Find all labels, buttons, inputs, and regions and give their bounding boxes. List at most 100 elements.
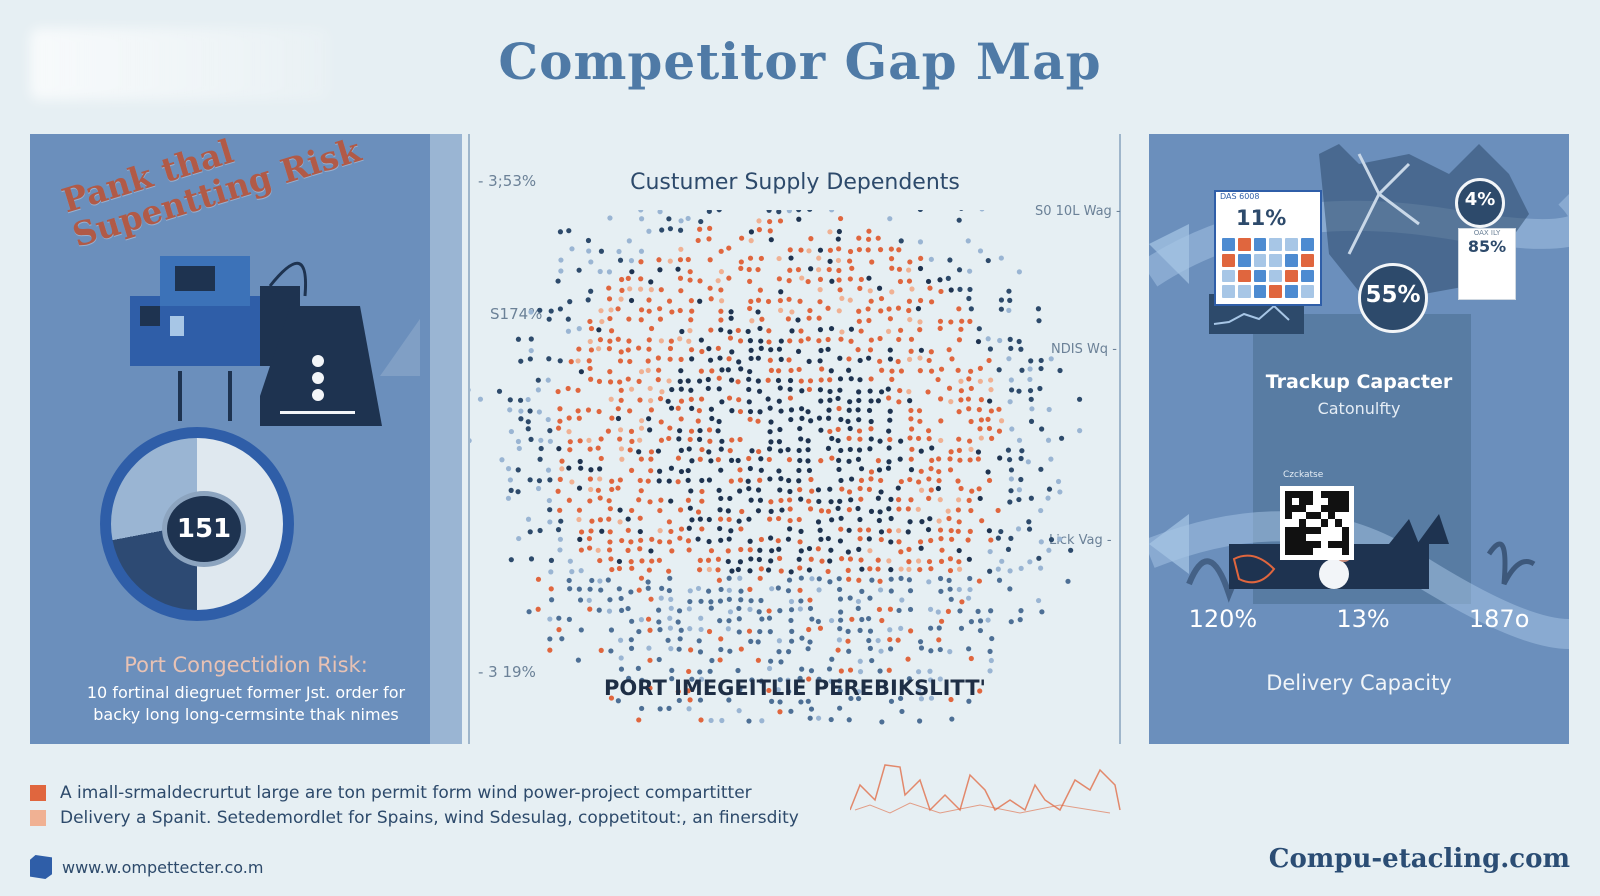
scatter-dot: [585, 407, 592, 413]
scatter-dot: [1007, 336, 1013, 342]
scatter-dot: [896, 607, 902, 614]
qr-module: [1335, 534, 1342, 541]
scatter-dot: [687, 505, 693, 511]
scatter-dot: [848, 376, 854, 382]
scatter-dot: [717, 618, 723, 624]
scatter-dot: [747, 538, 753, 544]
scatter-dot: [1007, 399, 1013, 405]
qr-module: [1335, 512, 1342, 519]
qr-label: Czckatse: [1283, 470, 1324, 480]
scatter-dot: [1029, 406, 1035, 412]
scatter-dot: [717, 355, 723, 361]
scatter-dot: [566, 429, 572, 435]
scatter-dot: [657, 316, 664, 322]
scatter-dot: [1046, 547, 1052, 553]
scatter-dot: [698, 368, 704, 374]
scatter-dot: [626, 316, 632, 322]
scatter-dot: [648, 287, 654, 293]
scatter-dot: [1016, 496, 1022, 503]
scatter-dot: [1038, 365, 1044, 372]
scatter-dot: [836, 457, 842, 463]
scatter-dot: [817, 527, 823, 533]
scatter-dot: [1027, 387, 1034, 394]
scatter-dot: [566, 228, 572, 234]
scatter-dot: [816, 415, 823, 421]
scatter-dot: [847, 556, 854, 562]
scatter-dot: [967, 586, 973, 593]
scatter-dot: [945, 608, 952, 614]
scatter-dot: [787, 488, 793, 495]
footer-website-left[interactable]: www.w.ompettecter.co.m: [30, 855, 263, 879]
scatter-dot: [629, 565, 635, 571]
scatter-dot: [567, 558, 573, 564]
scatter-dot: [838, 416, 844, 423]
scatter-dot: [949, 356, 955, 362]
scatter-dot: [856, 688, 862, 695]
scatter-dot: [507, 477, 513, 483]
scatter-dot: [866, 486, 873, 492]
scatter-dot: [696, 378, 703, 384]
scatter-dot: [598, 436, 604, 442]
scatter-dot: [638, 456, 644, 462]
scatter-dot: [928, 487, 934, 493]
scatter-dot: [748, 298, 754, 304]
scatter-dot: [766, 328, 772, 334]
scatter-dot: [927, 677, 934, 683]
scatter-dot: [505, 466, 512, 472]
scatter-dot: [628, 428, 635, 434]
scatter-dot: [915, 669, 922, 675]
scatter-dot: [846, 576, 852, 582]
footer-website-right[interactable]: Compu-etacling.com: [1268, 844, 1570, 874]
scatter-dot: [989, 635, 995, 642]
scatter-dot: [697, 649, 704, 655]
metric-card-value: 11%: [1236, 206, 1287, 230]
scatter-dot: [796, 216, 802, 222]
scatter-dot: [587, 365, 593, 372]
scatter-dot: [625, 605, 631, 612]
scatter-dot: [607, 315, 613, 322]
scatter-dot: [637, 397, 643, 403]
scatter-dot: [857, 436, 863, 442]
scatter-dot: [617, 436, 623, 442]
scatter-dot: [996, 367, 1002, 373]
scatter-dot: [818, 536, 824, 542]
scatter-dot: [537, 307, 543, 313]
scatter-dot: [746, 386, 752, 393]
scatter-dot: [838, 617, 844, 623]
scatter-dot: [617, 637, 624, 643]
scatter-dot: [587, 338, 593, 345]
scatter-dot: [947, 649, 953, 655]
scatter-dot: [677, 507, 684, 513]
scatter-dot: [685, 538, 692, 544]
scatter-dot: [746, 455, 752, 462]
scatter-dot: [1065, 578, 1071, 584]
scatter-dot: [555, 278, 561, 284]
scatter-dot: [866, 275, 872, 281]
scatter-dot: [975, 338, 982, 345]
qr-module: [1292, 519, 1299, 526]
scatter-dot: [896, 528, 902, 534]
scatter-dot: [817, 247, 824, 253]
scatter-dot: [555, 388, 561, 395]
qr-module: [1306, 519, 1313, 526]
scatter-dot: [809, 576, 815, 582]
scatter-dot: [889, 289, 895, 295]
scatter-dot: [686, 706, 692, 712]
scatter-dot: [867, 446, 873, 452]
scatter-dot: [778, 307, 784, 313]
scatter-dot: [1057, 489, 1063, 495]
scatter-dot: [787, 506, 793, 512]
scatter-dot: [979, 210, 985, 212]
scatter-dot: [817, 299, 823, 305]
scatter-dot: [986, 425, 993, 432]
scatter-dot: [565, 385, 571, 392]
scatter-dot: [935, 609, 941, 615]
scatter-dot: [887, 216, 893, 222]
scatter-dot: [717, 507, 723, 513]
scatter-dot: [625, 347, 631, 353]
scatter-dot: [1008, 467, 1015, 473]
scatter-dot: [906, 676, 912, 682]
scatter-dot: [746, 516, 752, 522]
scatter-dot: [675, 266, 681, 272]
qr-module: [1306, 498, 1314, 506]
